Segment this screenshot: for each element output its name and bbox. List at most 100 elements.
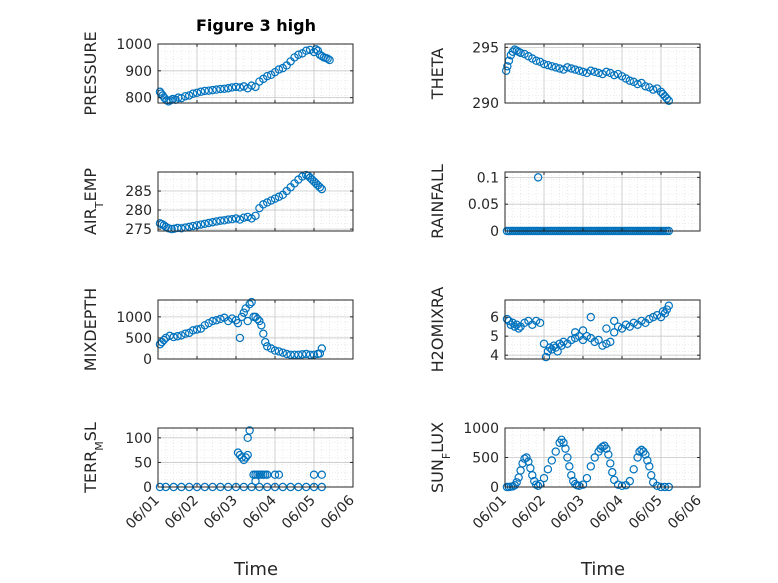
data-point	[518, 459, 527, 468]
y-tick-label: 295	[472, 40, 499, 56]
data-point	[235, 333, 245, 343]
data-point	[645, 314, 654, 324]
data-point	[629, 318, 638, 328]
data-point	[590, 337, 599, 347]
data-point	[208, 85, 217, 95]
data-point	[543, 60, 553, 70]
data-point	[274, 65, 284, 74]
data-point	[305, 350, 315, 359]
data-point	[664, 301, 674, 310]
data-point	[208, 218, 217, 227]
data-point	[545, 343, 555, 352]
data-point	[578, 67, 588, 77]
data-point	[629, 465, 638, 474]
data-point	[208, 316, 217, 326]
x-tick-label: 06/05	[279, 493, 319, 533]
data-point	[559, 337, 568, 347]
y-tick-label: 1000	[116, 37, 152, 53]
y-tick-label: 500	[472, 451, 499, 467]
data-point	[259, 329, 268, 338]
data-point	[212, 85, 221, 94]
x-tick-label: 06/03	[201, 493, 241, 533]
data-point	[501, 66, 511, 75]
data-markers	[155, 297, 326, 359]
data-point	[641, 450, 650, 459]
y-tick-label: 285	[125, 184, 152, 200]
data-point	[200, 86, 209, 96]
data-point	[188, 326, 198, 335]
data-point	[223, 84, 233, 93]
data-point	[610, 70, 619, 80]
y-axis-label: SUNFLUX	[428, 422, 453, 493]
data-point	[610, 316, 619, 326]
data-point	[239, 213, 248, 222]
data-point	[243, 212, 252, 222]
data-point	[539, 59, 549, 69]
data-point	[617, 481, 627, 491]
data-point	[169, 332, 178, 342]
data-point	[290, 350, 299, 359]
subplot-1: 800 900 1000	[116, 37, 354, 107]
data-point	[563, 453, 572, 462]
data-point	[302, 46, 311, 55]
data-markers	[155, 170, 326, 234]
data-point	[551, 63, 560, 72]
x-tick-label: 06/01	[470, 493, 510, 533]
y-tick-label: 0.1	[477, 170, 499, 186]
data-point	[177, 331, 186, 340]
data-point	[164, 224, 173, 233]
data-markers	[501, 45, 674, 105]
data-point	[257, 470, 266, 479]
data-point	[598, 442, 607, 452]
y-tick-label: 0.05	[468, 197, 499, 213]
data-point	[555, 64, 564, 73]
data-point	[188, 221, 198, 231]
data-point	[204, 86, 213, 95]
data-point	[571, 328, 580, 337]
y-axis-label: AIRTEMP	[81, 168, 106, 235]
data-point	[561, 444, 570, 453]
data-point	[547, 456, 557, 465]
data-point	[578, 480, 588, 489]
data-point	[274, 192, 284, 201]
axes-box	[157, 43, 354, 104]
data-point	[212, 217, 221, 226]
y-axis-label: PRESSURE	[81, 31, 100, 115]
y-axis-label: TERRMSL	[81, 422, 106, 494]
data-point	[649, 85, 658, 94]
data-point	[578, 326, 588, 335]
data-point	[261, 470, 270, 479]
data-point	[565, 462, 574, 471]
data-point	[235, 83, 245, 92]
data-point	[606, 459, 615, 468]
data-point	[532, 316, 541, 326]
data-point	[165, 331, 174, 341]
y-tick-label: 500	[125, 331, 152, 347]
data-point	[637, 316, 646, 326]
data-point	[177, 93, 186, 103]
data-point	[227, 314, 237, 323]
data-point	[555, 339, 564, 348]
data-point	[259, 200, 268, 209]
data-point	[253, 314, 262, 324]
y-tick-label: 0	[143, 352, 152, 368]
data-point	[574, 66, 584, 75]
data-point	[167, 224, 176, 234]
data-point	[590, 453, 599, 462]
data-point	[235, 215, 245, 224]
data-point	[613, 322, 623, 331]
y-tick-label: 800	[125, 91, 152, 107]
data-point	[317, 344, 326, 353]
x-tick-label: 06/02	[509, 493, 549, 533]
data-point	[270, 346, 280, 355]
data-point	[255, 316, 264, 326]
y-tick-label: 100	[125, 431, 152, 447]
data-point	[604, 450, 613, 459]
data-point	[625, 76, 635, 85]
y-tick-label: 1000	[463, 421, 499, 437]
data-point	[216, 216, 225, 225]
data-point	[602, 324, 611, 333]
data-point	[520, 318, 529, 328]
data-point	[220, 216, 229, 225]
